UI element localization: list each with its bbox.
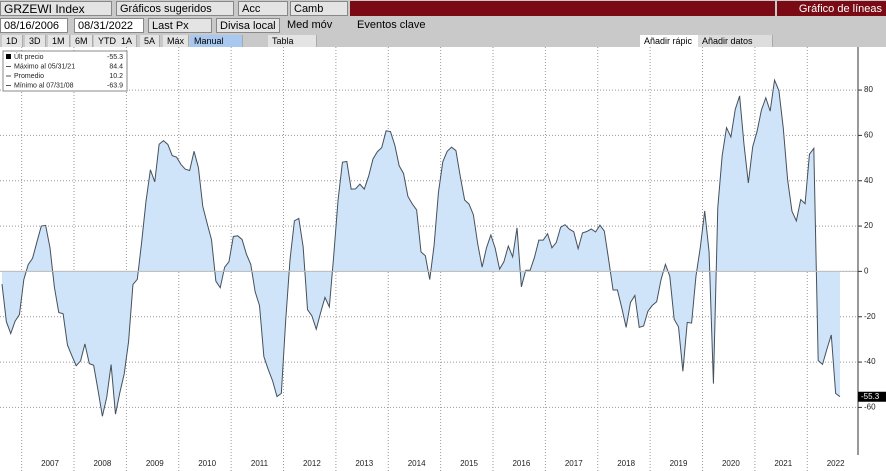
x-tick-label: 2018 — [617, 459, 635, 468]
x-tick-label: 2013 — [355, 459, 373, 468]
y-tick-label: 40 — [864, 176, 873, 185]
range-button[interactable]: Máx — [163, 35, 190, 47]
x-tick-label: 2011 — [251, 459, 269, 468]
range-button[interactable]: 6M — [71, 35, 93, 47]
y-tick-label: -20 — [864, 312, 876, 321]
legend-value: -55.3 — [107, 54, 123, 61]
ticker[interactable]: GRZEWI Index — [0, 1, 112, 16]
legend-label: Últ precio — [14, 52, 44, 61]
range-button[interactable]: 3D — [25, 35, 46, 47]
legend: Últ precio -55.3 Máximo al 05/31/21 84.4 Pro… — [2, 50, 128, 92]
end-date[interactable]: 08/31/2022 — [74, 18, 144, 33]
line — [1, 78, 841, 417]
actions[interactable]: Acc — [238, 1, 288, 16]
range-button[interactable]: 1A — [117, 35, 138, 47]
start-date[interactable]: 08/16/2006 — [0, 18, 68, 33]
legend-value: -63.9 — [107, 82, 123, 89]
x-tick-label: 2022 — [827, 459, 845, 468]
x-tick-label: 2015 — [460, 459, 478, 468]
x-tick-label: 2010 — [198, 459, 216, 468]
legend-swatch — [6, 54, 11, 59]
change[interactable]: Camb — [290, 1, 348, 16]
legend-value: 84.4 — [109, 63, 123, 70]
x-tick-label: 2014 — [408, 459, 426, 468]
add-data[interactable]: Añadir datos — [698, 35, 773, 47]
last-value-label: -55.3 — [861, 392, 880, 401]
legend-box — [2, 50, 128, 92]
x-tick-label: 2012 — [303, 459, 321, 468]
chart: -60 -40 -20 0 20 40 60 80 2007 2008 2009 2010 2011 20… — [0, 47, 886, 471]
x-tick-label: 2017 — [565, 459, 583, 468]
legend-label: Máximo al 05/31/21 — [14, 63, 75, 70]
legend-label: Mínimo al 07/31/08 — [14, 82, 74, 89]
table[interactable]: Tabla — [268, 35, 317, 47]
quick-add[interactable]: Añadir rápic — [640, 35, 703, 47]
x-tick-label: 2009 — [146, 459, 164, 468]
key-events[interactable]: Eventos clave — [357, 19, 426, 31]
moving-avg[interactable]: Med móv — [287, 19, 333, 31]
x-tick-label: 2007 — [41, 459, 59, 468]
chart-kind[interactable]: Gráfico de líneas — [777, 1, 886, 16]
y-tick-label: 80 — [864, 85, 873, 94]
x-tick-label: 2008 — [93, 459, 111, 468]
area — [2, 80, 840, 417]
range-button[interactable]: 1M — [48, 35, 70, 47]
x-tick-label: 2019 — [670, 459, 688, 468]
x-tick-label: 2020 — [722, 459, 740, 468]
last-value-box — [858, 391, 886, 402]
title-bar — [350, 1, 775, 16]
field[interactable]: Last Px — [148, 18, 212, 33]
y-tick-label: 20 — [864, 221, 873, 230]
suggested[interactable]: Gráficos sugeridos — [116, 1, 234, 16]
legend-value: 10.2 — [109, 73, 123, 80]
manual[interactable]: Manual — [190, 35, 243, 47]
xaxis-bg — [0, 455, 858, 471]
range-button[interactable]: 5A — [140, 35, 161, 47]
x-tick-label: 2021 — [774, 459, 792, 468]
y-tick-label: -60 — [864, 403, 876, 412]
y-tick-label: -40 — [864, 357, 876, 366]
y-tick-label: 60 — [864, 131, 873, 140]
x-tick-label: 2016 — [512, 459, 530, 468]
range-button[interactable]: 1D — [2, 35, 23, 47]
currency[interactable]: Divisa local — [216, 18, 280, 33]
legend-label: Promedio — [14, 73, 44, 80]
y-tick-label: 0 — [864, 267, 869, 276]
